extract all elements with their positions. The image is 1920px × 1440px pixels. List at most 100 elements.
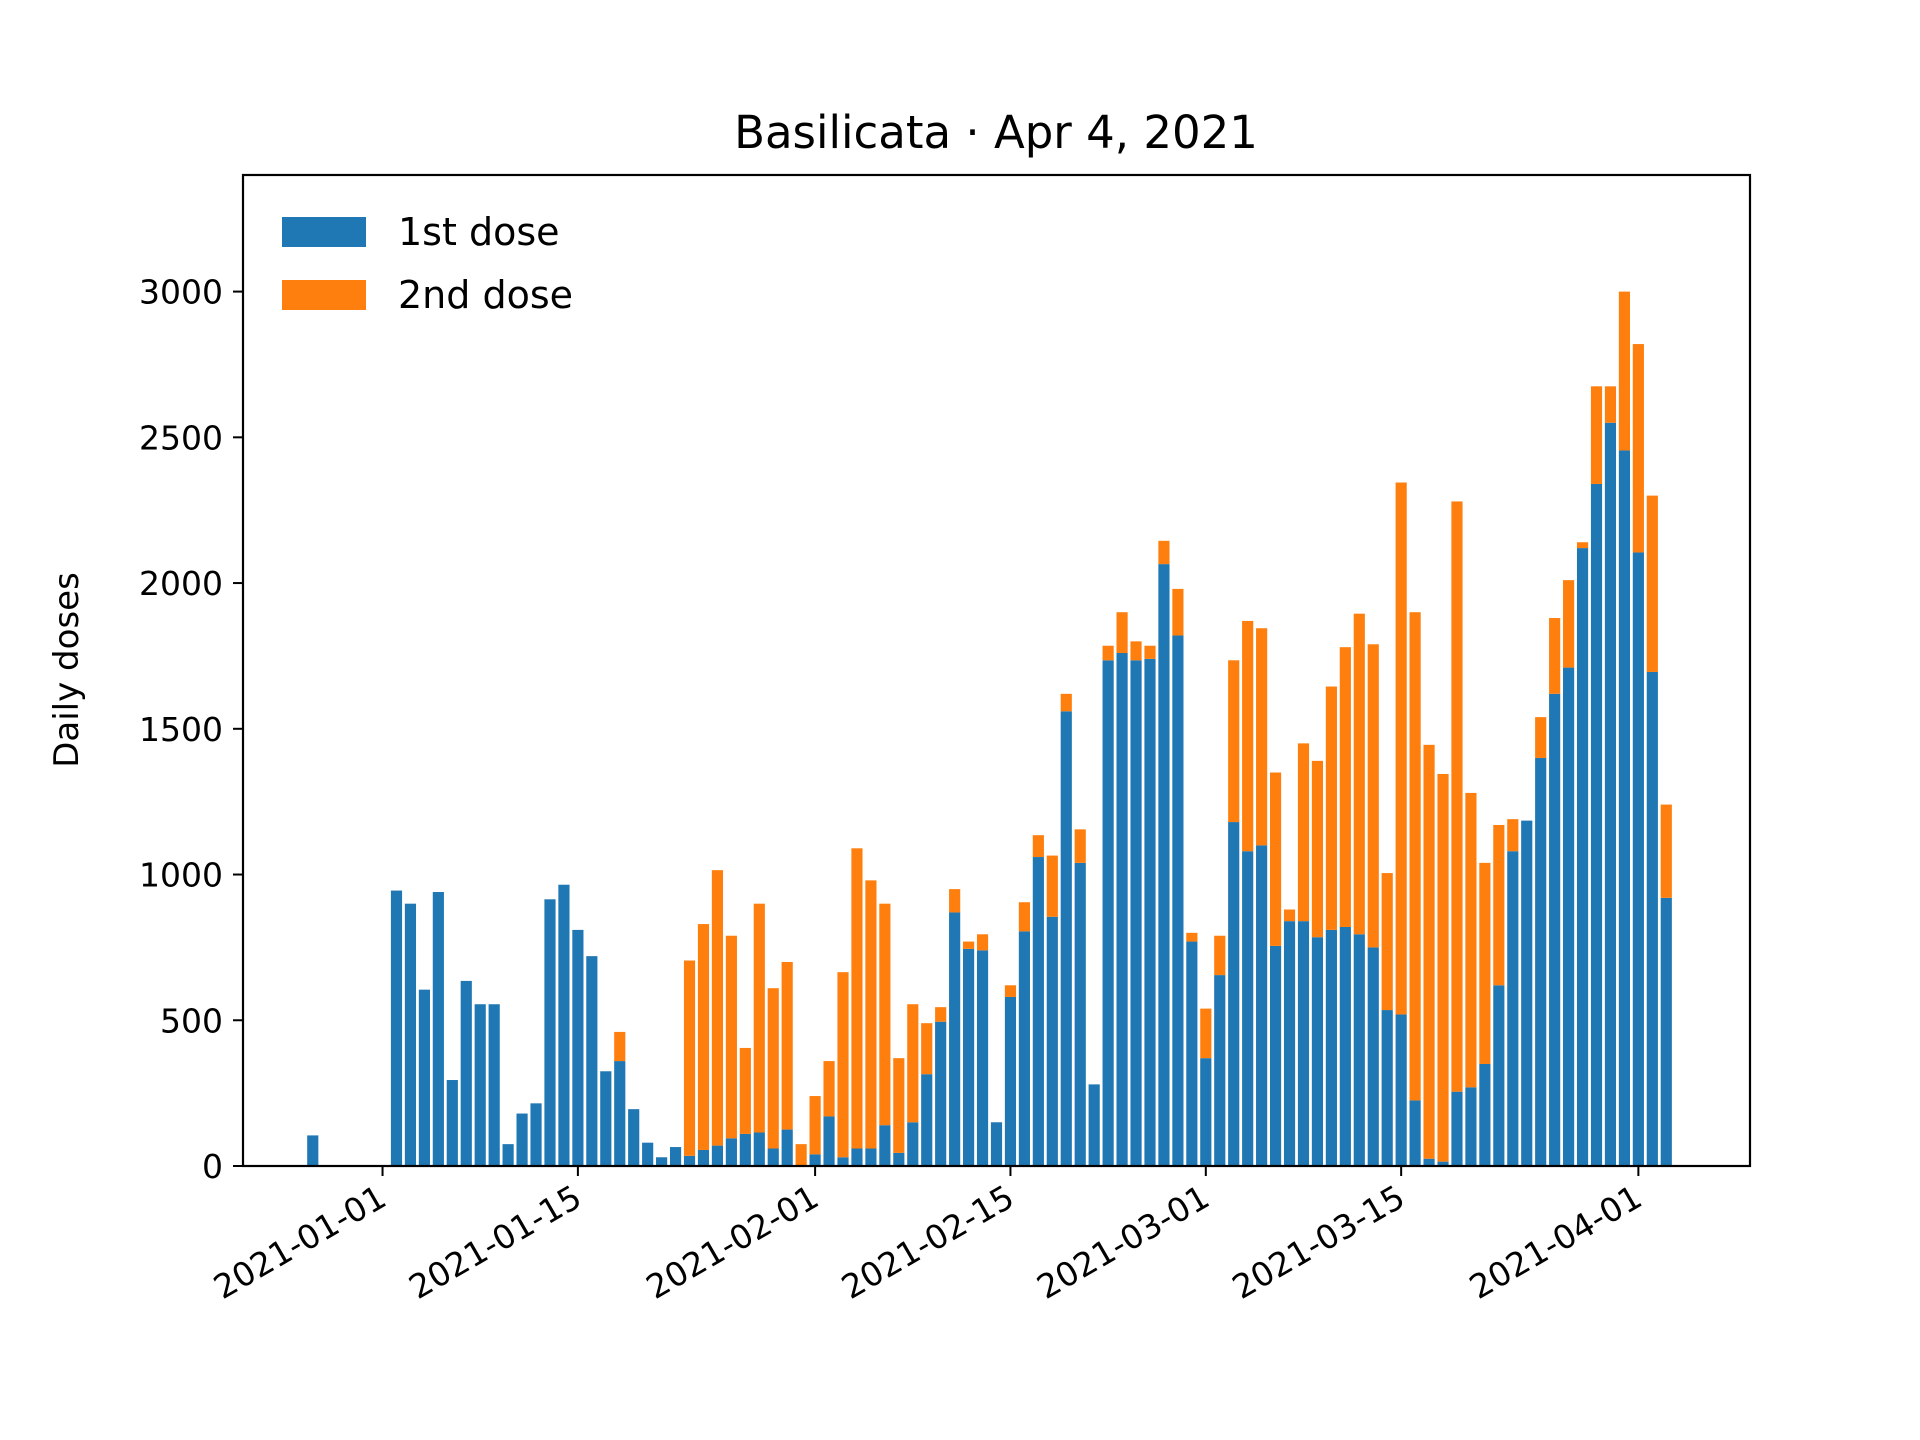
bar-first-dose <box>307 1135 319 1166</box>
bar-second-dose <box>1130 641 1142 661</box>
bar-first-dose <box>558 884 570 1166</box>
bar-first-dose <box>949 912 961 1166</box>
plot-frame <box>241 173 1752 1168</box>
bar-first-dose <box>1479 1063 1491 1166</box>
bar-second-dose <box>1018 902 1030 932</box>
bar-second-dose <box>1590 386 1603 484</box>
bar-first-dose <box>851 1148 863 1166</box>
bar-first-dose <box>1060 711 1072 1166</box>
bar-second-dose <box>1060 693 1072 712</box>
bar-first-dose <box>1144 658 1156 1166</box>
bar-second-dose <box>1032 835 1044 858</box>
bar-second-dose <box>935 1007 947 1022</box>
bar-first-dose <box>1339 926 1351 1166</box>
bar-first-dose <box>1507 851 1519 1166</box>
bar-first-dose <box>1521 820 1533 1166</box>
bar-first-dose <box>474 1004 486 1166</box>
bar-first-dose <box>1228 822 1240 1166</box>
bar-second-dose <box>683 960 696 1156</box>
bar-first-dose <box>544 899 556 1166</box>
bar-second-dose <box>614 1031 626 1062</box>
bar-first-dose <box>1590 483 1603 1167</box>
bar-first-dose <box>809 1154 821 1166</box>
bar-first-dose <box>600 1071 612 1166</box>
bar-second-dose <box>1353 613 1365 935</box>
bar-first-dose <box>1437 1161 1449 1166</box>
bar-first-dose <box>1186 941 1198 1166</box>
bar-first-dose <box>823 1116 835 1166</box>
bar-first-dose <box>669 1147 682 1166</box>
bar-first-dose <box>642 1142 654 1166</box>
bar-first-dose <box>656 1157 668 1166</box>
bar-first-dose <box>837 1157 849 1166</box>
bar-second-dose <box>1214 935 1226 976</box>
bar-second-dose <box>1395 482 1407 1015</box>
bar-first-dose <box>1242 851 1254 1166</box>
bar-first-dose <box>1032 857 1044 1166</box>
bar-first-dose <box>879 1125 891 1166</box>
bar-first-dose <box>1214 975 1226 1166</box>
bar-second-dose <box>1437 773 1449 1162</box>
bar-first-dose <box>1004 996 1017 1166</box>
bar-second-dose <box>753 903 765 1133</box>
bar-first-dose <box>921 1074 933 1166</box>
bar-first-dose <box>1367 947 1379 1166</box>
bar-second-dose <box>1158 540 1170 565</box>
legend: 1st dose 2nd dose <box>282 210 573 317</box>
bar-first-dose <box>1646 671 1658 1166</box>
bar-second-dose <box>1381 873 1393 1011</box>
bar-second-dose <box>767 988 779 1149</box>
bar-first-dose <box>753 1132 765 1166</box>
bar-first-dose <box>530 1103 542 1166</box>
bar-first-dose <box>1130 660 1142 1166</box>
bar-first-dose <box>711 1145 723 1166</box>
chart-title: Basilicata · Apr 4, 2021 <box>734 106 1258 159</box>
bar-first-dose <box>390 890 403 1166</box>
y-tick-label: 0 <box>202 1147 223 1186</box>
bar-first-dose <box>1395 1014 1407 1166</box>
bar-second-dose <box>1074 829 1086 863</box>
bar-second-dose <box>1507 819 1519 852</box>
bar-second-dose <box>1102 645 1114 661</box>
y-tick-label: 3000 <box>139 273 223 312</box>
bar-second-dose <box>1283 909 1296 922</box>
bar-first-dose <box>1576 548 1589 1166</box>
bar-first-dose <box>1102 660 1114 1166</box>
legend-label-second-dose: 2nd dose <box>398 273 573 317</box>
bar-second-dose <box>1256 628 1268 846</box>
bar-second-dose <box>1563 580 1575 668</box>
bar-second-dose <box>1576 542 1589 549</box>
bar-second-dose <box>1297 743 1310 922</box>
y-tick-label: 2000 <box>139 564 223 603</box>
bar-first-dose <box>1381 1010 1393 1166</box>
bar-first-dose <box>1200 1058 1212 1166</box>
bar-first-dose <box>1018 931 1030 1166</box>
bar-first-dose <box>893 1152 905 1166</box>
bar-second-dose <box>921 1023 933 1075</box>
bar-first-dose <box>628 1109 640 1166</box>
bar-second-dose <box>697 924 710 1150</box>
bar-first-dose <box>739 1133 751 1166</box>
bar-second-dose <box>837 972 849 1158</box>
bar-first-dose <box>1297 921 1310 1166</box>
bar-first-dose <box>432 892 444 1166</box>
bar-first-dose <box>935 1021 947 1166</box>
bar-second-dose <box>1004 985 1017 997</box>
bar-second-dose <box>725 935 737 1139</box>
bar-first-dose <box>963 948 975 1166</box>
bar-second-dose <box>1228 660 1240 823</box>
bar-second-dose <box>1269 772 1282 946</box>
bar-first-dose <box>990 1122 1003 1166</box>
bar-first-dose <box>1535 757 1547 1166</box>
bar-first-dose <box>1311 937 1324 1166</box>
bar-second-dose <box>1311 760 1324 938</box>
bar-second-dose <box>781 961 793 1130</box>
bar-first-dose <box>1116 653 1128 1166</box>
bar-first-dose <box>1660 897 1672 1166</box>
bar-second-dose <box>851 848 863 1149</box>
bar-second-dose <box>1339 647 1351 927</box>
bar-first-dose <box>614 1061 626 1166</box>
bar-first-dose <box>1158 564 1170 1166</box>
